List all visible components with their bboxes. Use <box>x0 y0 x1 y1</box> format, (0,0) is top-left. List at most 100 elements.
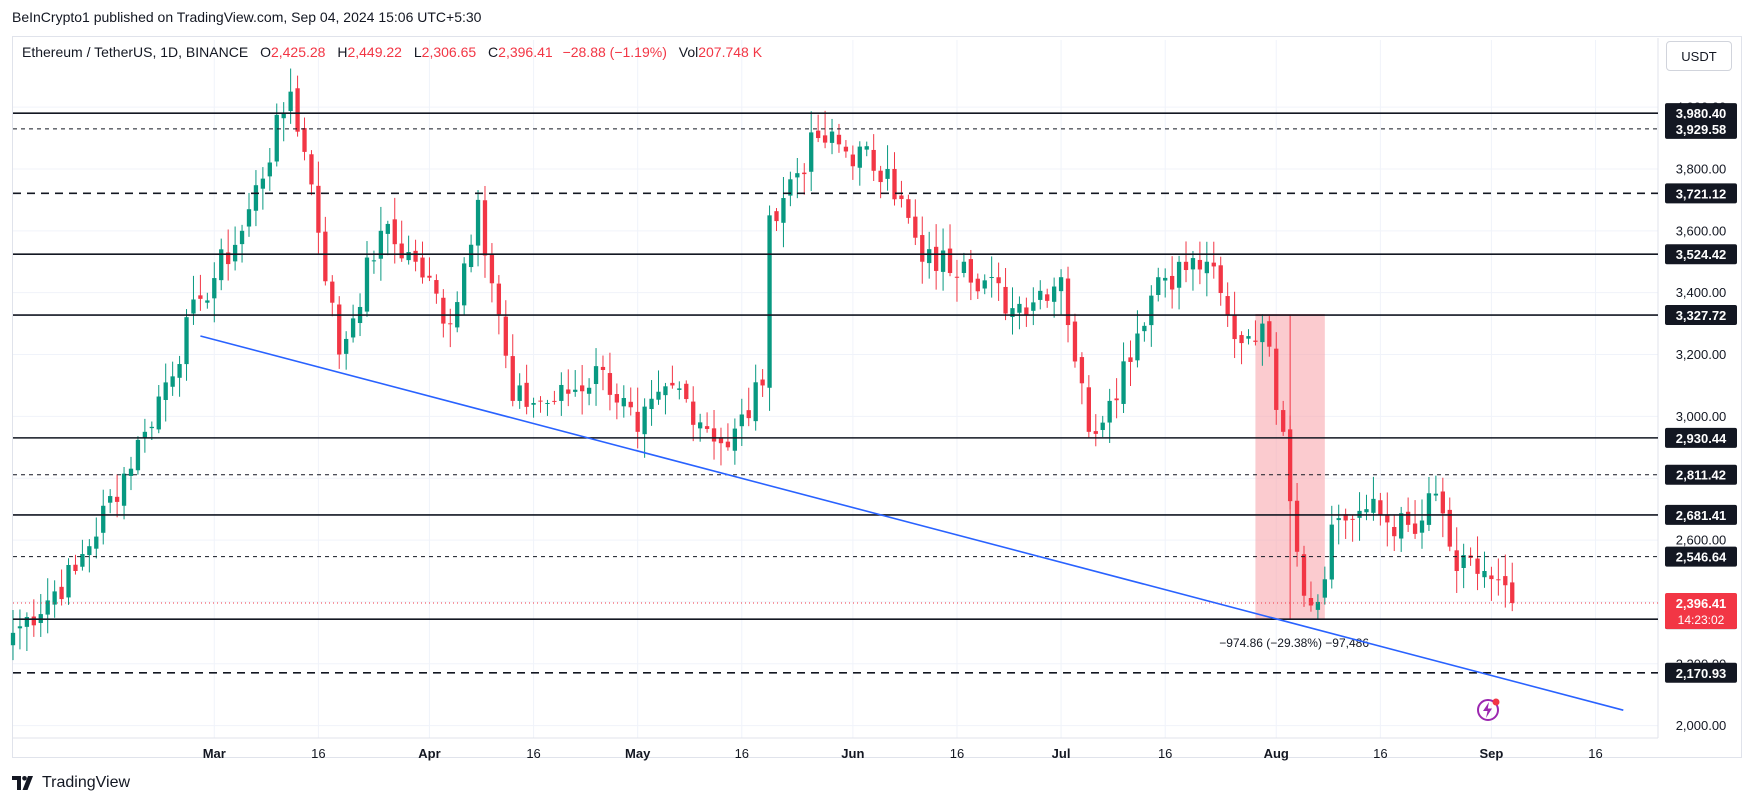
candle-body <box>850 154 856 167</box>
candle-body <box>552 400 557 402</box>
candle-body <box>323 231 328 282</box>
countdown-label: 14:23:02 <box>1678 613 1725 627</box>
candle-body <box>961 261 967 273</box>
level-badge-label: 2,811.42 <box>1676 468 1726 483</box>
level-badge-label: 3,327.72 <box>1676 308 1727 323</box>
candle-body <box>1045 294 1050 301</box>
candle-body <box>87 546 92 556</box>
candle-body <box>205 300 210 303</box>
candle-body <box>531 403 536 405</box>
candle-body <box>177 364 182 378</box>
candle-body <box>982 280 987 289</box>
candle-body <box>1461 555 1466 568</box>
level-badge <box>1665 244 1737 265</box>
candle-body <box>1003 286 1008 314</box>
close-value: 2,396.41 <box>498 44 553 60</box>
level-badge <box>1665 662 1737 683</box>
lightning-icon[interactable] <box>1475 697 1501 723</box>
level-badge <box>1665 305 1737 326</box>
candle-body <box>406 252 411 261</box>
candle-body <box>781 198 786 223</box>
candle-body <box>80 554 85 567</box>
candle-body <box>163 382 168 400</box>
currency-button[interactable]: USDT <box>1666 41 1732 71</box>
candle-body <box>1274 348 1279 410</box>
candle-body <box>1183 261 1189 271</box>
level-badge-label: 2,930.44 <box>1676 431 1727 446</box>
candle-body <box>302 128 307 152</box>
candle-body <box>538 400 543 402</box>
candle-body <box>246 209 252 227</box>
candle-body <box>1475 558 1480 574</box>
high-label: H <box>337 44 348 60</box>
candle-body <box>1440 491 1445 514</box>
candle-body <box>677 388 682 390</box>
level-badge <box>1665 118 1737 139</box>
candle-body <box>621 398 626 407</box>
candle-body <box>281 113 286 119</box>
candle-body <box>545 402 550 404</box>
open-label: O <box>260 44 271 60</box>
candle-body <box>892 168 897 200</box>
candle-body <box>524 382 529 407</box>
trendline <box>200 335 1624 711</box>
candle-body <box>1343 514 1348 521</box>
candle-body <box>1017 303 1022 313</box>
candle-body <box>128 468 134 476</box>
candle-body <box>989 276 994 278</box>
candle-body <box>718 437 724 444</box>
candle-body <box>1149 295 1154 326</box>
price-tick-label: 3,600.00 <box>1676 223 1727 238</box>
level-badge <box>1665 183 1737 204</box>
time-tick-label: Sep <box>1479 746 1503 761</box>
candle-body <box>815 130 821 139</box>
time-tick-label: 16 <box>950 746 964 761</box>
candle-body <box>1232 315 1237 340</box>
candle-body <box>1163 277 1168 281</box>
candle-body <box>364 257 370 312</box>
level-badge-label: 2,170.93 <box>1676 666 1727 681</box>
candle-body <box>489 253 495 284</box>
candle-body <box>24 617 30 627</box>
candle-body <box>593 366 599 385</box>
footer[interactable]: TradingView <box>12 774 130 792</box>
candle-body <box>1218 265 1223 294</box>
candle-body <box>1239 335 1244 344</box>
candle-body <box>337 304 342 355</box>
candle-body <box>739 414 744 427</box>
candle-body <box>191 299 196 314</box>
price-tick-label: 2,600.00 <box>1676 533 1727 548</box>
candle-body <box>1156 277 1161 295</box>
candle-body <box>975 278 980 292</box>
symbol-label: Ethereum / TetherUS, 1D, BINANCE <box>22 44 249 60</box>
candle-body <box>1135 333 1140 361</box>
candle-body <box>802 172 807 175</box>
candle-body <box>691 401 696 425</box>
candle-body <box>496 283 502 315</box>
candle-body <box>788 179 793 196</box>
candle-body <box>774 211 779 222</box>
publisher-line: BeInCrypto1 published on TradingView.com… <box>12 9 482 25</box>
time-tick-label: Mar <box>203 746 226 761</box>
candle-body <box>468 244 474 268</box>
time-axis: Mar 16 Apr 16 May 16 Jun 16 Jul 16 Aug 16 Sep 16 <box>203 746 1603 761</box>
candle-body <box>1072 321 1078 362</box>
candle-body <box>378 230 384 259</box>
candle-body <box>1301 554 1307 596</box>
price-tick-label: 3,000.00 <box>1676 409 1727 424</box>
price-tick-label: 2,000.00 <box>1676 718 1727 733</box>
candle-body <box>149 426 154 429</box>
candle-body <box>1496 579 1501 581</box>
candle-body <box>184 317 189 365</box>
candle-body <box>212 278 217 299</box>
candle-body <box>809 132 814 172</box>
level-badge <box>1665 427 1737 448</box>
candle-body <box>399 243 404 259</box>
candle-body <box>635 411 640 432</box>
candle-body <box>704 426 710 429</box>
low-label: L <box>413 44 422 60</box>
candle-body <box>1031 302 1036 311</box>
time-tick-label: 16 <box>735 746 749 761</box>
price-tick-label: 3,800.00 <box>1676 161 1727 176</box>
